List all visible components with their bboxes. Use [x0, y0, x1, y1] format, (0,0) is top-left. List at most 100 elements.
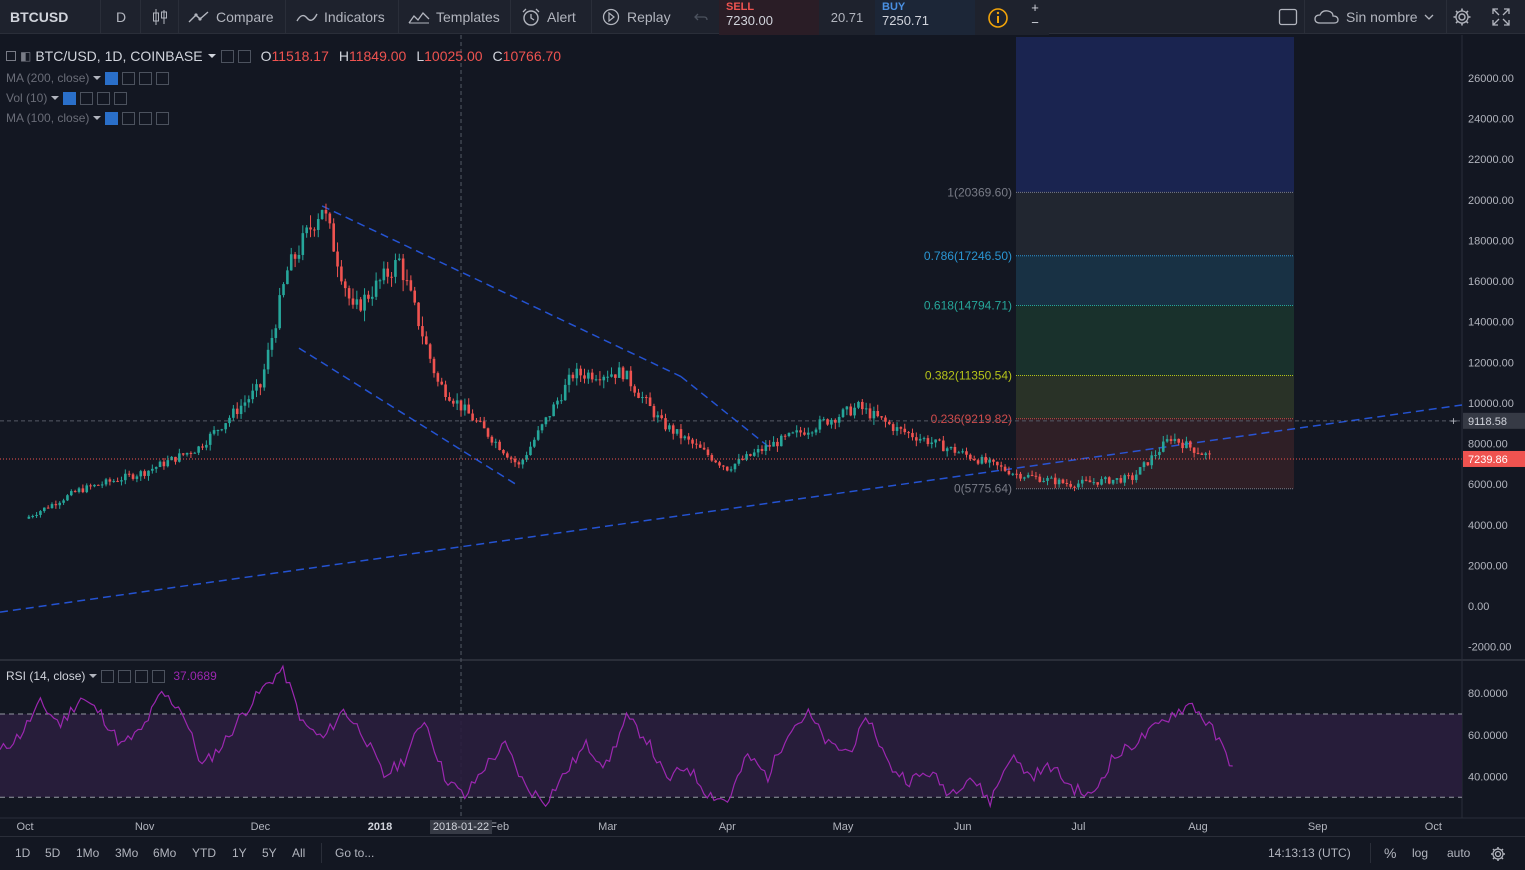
- undo-icon: [694, 13, 708, 20]
- range-1mo[interactable]: 1Mo: [76, 846, 100, 860]
- chevron-down-icon[interactable]: [89, 673, 98, 679]
- plus-icon[interactable]: [135, 669, 149, 683]
- candle-body: [540, 424, 544, 431]
- candle-body: [536, 430, 540, 440]
- candle-body: [293, 254, 297, 259]
- fib-zone: [1016, 418, 1294, 489]
- candle-body: [1026, 474, 1030, 478]
- symbol-search[interactable]: BTCUSD: [10, 0, 68, 33]
- rsi-tick-label: 60.0000: [1468, 730, 1508, 742]
- chevron-down-icon[interactable]: [207, 52, 217, 60]
- log-toggle[interactable]: log: [1412, 846, 1429, 860]
- candle-body: [1011, 473, 1015, 475]
- gear-icon[interactable]: [122, 111, 136, 125]
- candle-body: [340, 266, 343, 282]
- range-1y[interactable]: 1Y: [232, 846, 247, 860]
- range-5y[interactable]: 5Y: [262, 846, 277, 860]
- close-icon[interactable]: [152, 669, 166, 683]
- candle-body: [116, 480, 119, 482]
- plus-icon[interactable]: [139, 71, 153, 85]
- candle-body: [1050, 477, 1053, 479]
- eye-icon[interactable]: [63, 91, 77, 105]
- range-1d[interactable]: 1D: [15, 846, 31, 860]
- gear-icon[interactable]: [1490, 846, 1506, 862]
- chart-area[interactable]: 1(20369.60) 0.786(17246.50) 0.618(14794.71…: [0, 35, 1525, 836]
- auto-toggle[interactable]: auto: [1447, 846, 1471, 860]
- study-legend-vol[interactable]: Vol (10): [6, 91, 128, 105]
- range-all[interactable]: All: [292, 846, 306, 860]
- goto-button[interactable]: Go to...: [335, 846, 375, 860]
- close-icon[interactable]: [156, 71, 170, 85]
- candle-body: [745, 454, 748, 460]
- time-tick-label: Aug: [1188, 821, 1208, 833]
- range-ytd[interactable]: YTD: [192, 846, 216, 860]
- layout-save-button[interactable]: Sin nombre: [1314, 0, 1434, 33]
- candle-body: [1096, 482, 1099, 485]
- alert-button[interactable]: Alert: [521, 0, 576, 33]
- divider: [1370, 843, 1371, 863]
- buy-button[interactable]: BUY 7250.71: [875, 0, 975, 35]
- utc-clock[interactable]: 14:13:13 (UTC): [1268, 846, 1351, 860]
- candle-body: [772, 441, 775, 447]
- fullscreen-layout-button[interactable]: [1278, 0, 1298, 33]
- chevron-down-icon[interactable]: [93, 115, 102, 121]
- gear-icon[interactable]: [118, 669, 132, 683]
- study-legend-ma200[interactable]: MA (200, close): [6, 71, 170, 85]
- indicators-button[interactable]: Indicators: [296, 0, 385, 33]
- chevron-down-icon[interactable]: [93, 75, 102, 81]
- range-5d[interactable]: 5D: [45, 846, 61, 860]
- eye-icon[interactable]: [105, 71, 119, 85]
- candle-body: [999, 465, 1003, 467]
- candle-body: [884, 417, 887, 422]
- rsi-legend[interactable]: RSI (14, close) 37.0689: [6, 669, 217, 683]
- gear-icon[interactable]: [237, 49, 251, 63]
- candle-body: [737, 458, 741, 464]
- settings-button[interactable]: [1452, 0, 1472, 33]
- chart-style-button[interactable]: [152, 0, 168, 33]
- interval-button[interactable]: D: [116, 0, 126, 33]
- close-icon[interactable]: [156, 111, 170, 125]
- candle-body: [459, 400, 463, 411]
- candle-body: [876, 411, 880, 417]
- add-alert-icon: +: [1450, 414, 1457, 428]
- candle-body: [864, 408, 868, 410]
- candle-body: [42, 507, 46, 512]
- info-button[interactable]: [975, 0, 1021, 35]
- divider: [1446, 0, 1447, 33]
- candle-body: [259, 384, 262, 388]
- candle-body: [938, 439, 941, 441]
- candle-body: [575, 368, 579, 379]
- gear-icon[interactable]: [80, 91, 94, 105]
- range-6mo[interactable]: 6Mo: [153, 846, 177, 860]
- candle-body: [432, 358, 436, 374]
- undo-button[interactable]: [694, 0, 708, 33]
- candle-body: [621, 367, 625, 380]
- candle-body: [996, 461, 999, 466]
- candle-body: [513, 458, 517, 463]
- percent-toggle[interactable]: %: [1384, 845, 1397, 861]
- study-legend-ma100[interactable]: MA (100, close): [6, 111, 170, 125]
- close-icon[interactable]: [114, 91, 128, 105]
- compare-button[interactable]: Compare: [188, 0, 274, 33]
- quantity-minus-button[interactable]: −: [1031, 15, 1039, 30]
- collapse-icon[interactable]: [6, 51, 16, 61]
- indicators-icon: [296, 13, 318, 21]
- plus-icon[interactable]: [139, 111, 153, 125]
- gear-icon[interactable]: [122, 71, 136, 85]
- eye-icon[interactable]: [101, 669, 115, 683]
- fullscreen-button[interactable]: [1492, 0, 1510, 33]
- candle-body: [660, 415, 663, 419]
- candle-body: [1061, 479, 1065, 484]
- templates-button[interactable]: Templates: [408, 0, 500, 33]
- eye-icon[interactable]: [105, 111, 119, 125]
- candle-body: [486, 428, 490, 437]
- range-3mo[interactable]: 3Mo: [115, 846, 139, 860]
- candle-body: [448, 397, 451, 401]
- sell-button[interactable]: SELL 7230.00: [719, 0, 819, 35]
- plus-icon[interactable]: [97, 91, 111, 105]
- eye-icon[interactable]: [220, 49, 234, 63]
- candle-body: [151, 468, 154, 471]
- quantity-plus-button[interactable]: +: [1031, 0, 1039, 15]
- replay-button[interactable]: Replay: [601, 0, 671, 33]
- chevron-down-icon[interactable]: [51, 95, 60, 101]
